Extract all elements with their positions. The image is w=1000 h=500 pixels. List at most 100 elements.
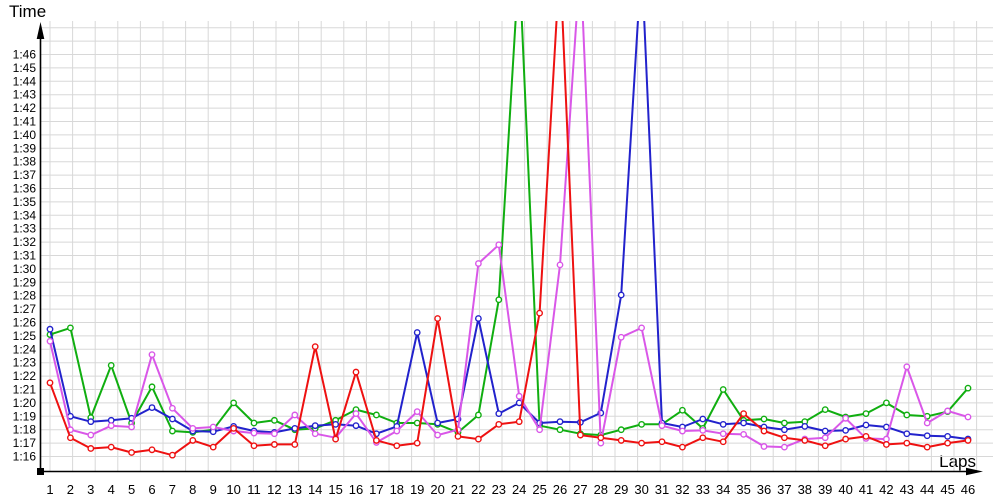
data-point[interactable] — [964, 437, 972, 444]
data-point[interactable] — [903, 430, 911, 438]
data-point[interactable] — [781, 419, 788, 427]
data-point[interactable] — [617, 333, 625, 341]
data-point[interactable] — [781, 426, 788, 434]
data-point[interactable] — [393, 427, 401, 435]
data-point[interactable] — [638, 324, 645, 332]
data-point[interactable] — [352, 410, 360, 418]
data-point[interactable] — [556, 426, 564, 434]
data-point[interactable] — [270, 430, 278, 438]
data-point[interactable] — [413, 329, 421, 336]
data-point[interactable] — [515, 392, 523, 400]
data-point[interactable] — [291, 441, 299, 448]
data-point[interactable] — [270, 441, 278, 448]
data-point[interactable] — [474, 260, 482, 267]
data-point[interactable] — [699, 415, 707, 423]
data-point[interactable] — [474, 435, 482, 443]
data-point[interactable] — [536, 309, 543, 317]
data-point[interactable] — [760, 443, 768, 450]
data-point[interactable] — [270, 416, 278, 424]
data-point[interactable] — [536, 426, 543, 434]
data-point[interactable] — [740, 430, 747, 438]
data-point[interactable] — [311, 343, 319, 351]
data-point[interactable] — [801, 422, 809, 430]
data-point[interactable] — [393, 442, 401, 450]
data-point[interactable] — [719, 420, 727, 428]
data-point[interactable] — [617, 291, 625, 299]
data-point[interactable] — [944, 432, 951, 440]
data-point[interactable] — [474, 315, 482, 322]
data-point[interactable] — [332, 435, 339, 443]
data-point[interactable] — [67, 434, 74, 442]
data-point[interactable] — [46, 325, 54, 333]
data-point[interactable] — [719, 386, 727, 393]
data-point[interactable] — [209, 423, 217, 431]
data-point[interactable] — [311, 430, 319, 438]
data-point[interactable] — [250, 429, 258, 437]
data-point[interactable] — [209, 443, 217, 451]
data-point[interactable] — [760, 415, 768, 423]
data-point[interactable] — [230, 399, 238, 407]
data-point[interactable] — [128, 449, 136, 456]
data-point[interactable] — [250, 419, 258, 427]
data-point[interactable] — [352, 368, 360, 376]
data-point[interactable] — [148, 404, 156, 411]
data-point[interactable] — [821, 427, 829, 435]
data-point[interactable] — [740, 410, 747, 418]
data-point[interactable] — [107, 443, 115, 451]
data-point[interactable] — [168, 451, 176, 459]
data-point[interactable] — [87, 418, 95, 426]
data-point[interactable] — [556, 418, 564, 426]
data-point[interactable] — [434, 419, 441, 427]
data-point[interactable] — [842, 426, 849, 434]
data-point[interactable] — [821, 434, 829, 442]
data-point[interactable] — [46, 379, 54, 387]
data-point[interactable] — [556, 261, 564, 269]
data-point[interactable] — [434, 315, 441, 322]
data-point[interactable] — [944, 407, 951, 415]
data-point[interactable] — [883, 399, 890, 407]
data-point[interactable] — [413, 408, 421, 416]
data-point[interactable] — [862, 432, 870, 440]
data-point[interactable] — [107, 361, 115, 369]
data-point[interactable] — [291, 424, 299, 432]
data-point[interactable] — [699, 434, 707, 442]
data-point[interactable] — [944, 439, 951, 447]
data-point[interactable] — [842, 414, 849, 422]
data-point[interactable] — [372, 411, 380, 419]
data-point[interactable] — [413, 419, 421, 427]
data-point[interactable] — [168, 415, 176, 423]
data-point[interactable] — [87, 431, 95, 439]
data-point[interactable] — [883, 441, 890, 448]
data-point[interactable] — [638, 420, 645, 428]
data-point[interactable] — [311, 422, 319, 430]
data-point[interactable] — [250, 442, 258, 450]
data-point[interactable] — [903, 439, 911, 447]
data-point[interactable] — [964, 384, 972, 392]
data-point[interactable] — [495, 296, 503, 304]
data-point[interactable] — [617, 426, 625, 434]
data-point[interactable] — [107, 416, 115, 424]
data-point[interactable] — [597, 439, 605, 447]
data-point[interactable] — [168, 427, 176, 435]
data-point[interactable] — [148, 446, 156, 454]
data-point[interactable] — [679, 406, 686, 414]
data-point[interactable] — [128, 423, 136, 431]
data-point[interactable] — [46, 337, 54, 345]
data-point[interactable] — [964, 413, 972, 421]
data-point[interactable] — [638, 439, 645, 447]
data-point[interactable] — [515, 418, 523, 426]
data-point[interactable] — [372, 437, 380, 444]
data-point[interactable] — [883, 435, 890, 443]
data-point[interactable] — [862, 421, 870, 429]
data-point[interactable] — [495, 241, 503, 249]
data-point[interactable] — [474, 411, 482, 419]
data-point[interactable] — [495, 420, 503, 428]
data-point[interactable] — [801, 437, 809, 444]
data-point[interactable] — [923, 432, 931, 440]
data-point[interactable] — [862, 410, 870, 418]
data-point[interactable] — [189, 437, 197, 444]
data-point[interactable] — [821, 442, 829, 450]
data-point[interactable] — [495, 410, 503, 418]
data-point[interactable] — [821, 406, 829, 413]
